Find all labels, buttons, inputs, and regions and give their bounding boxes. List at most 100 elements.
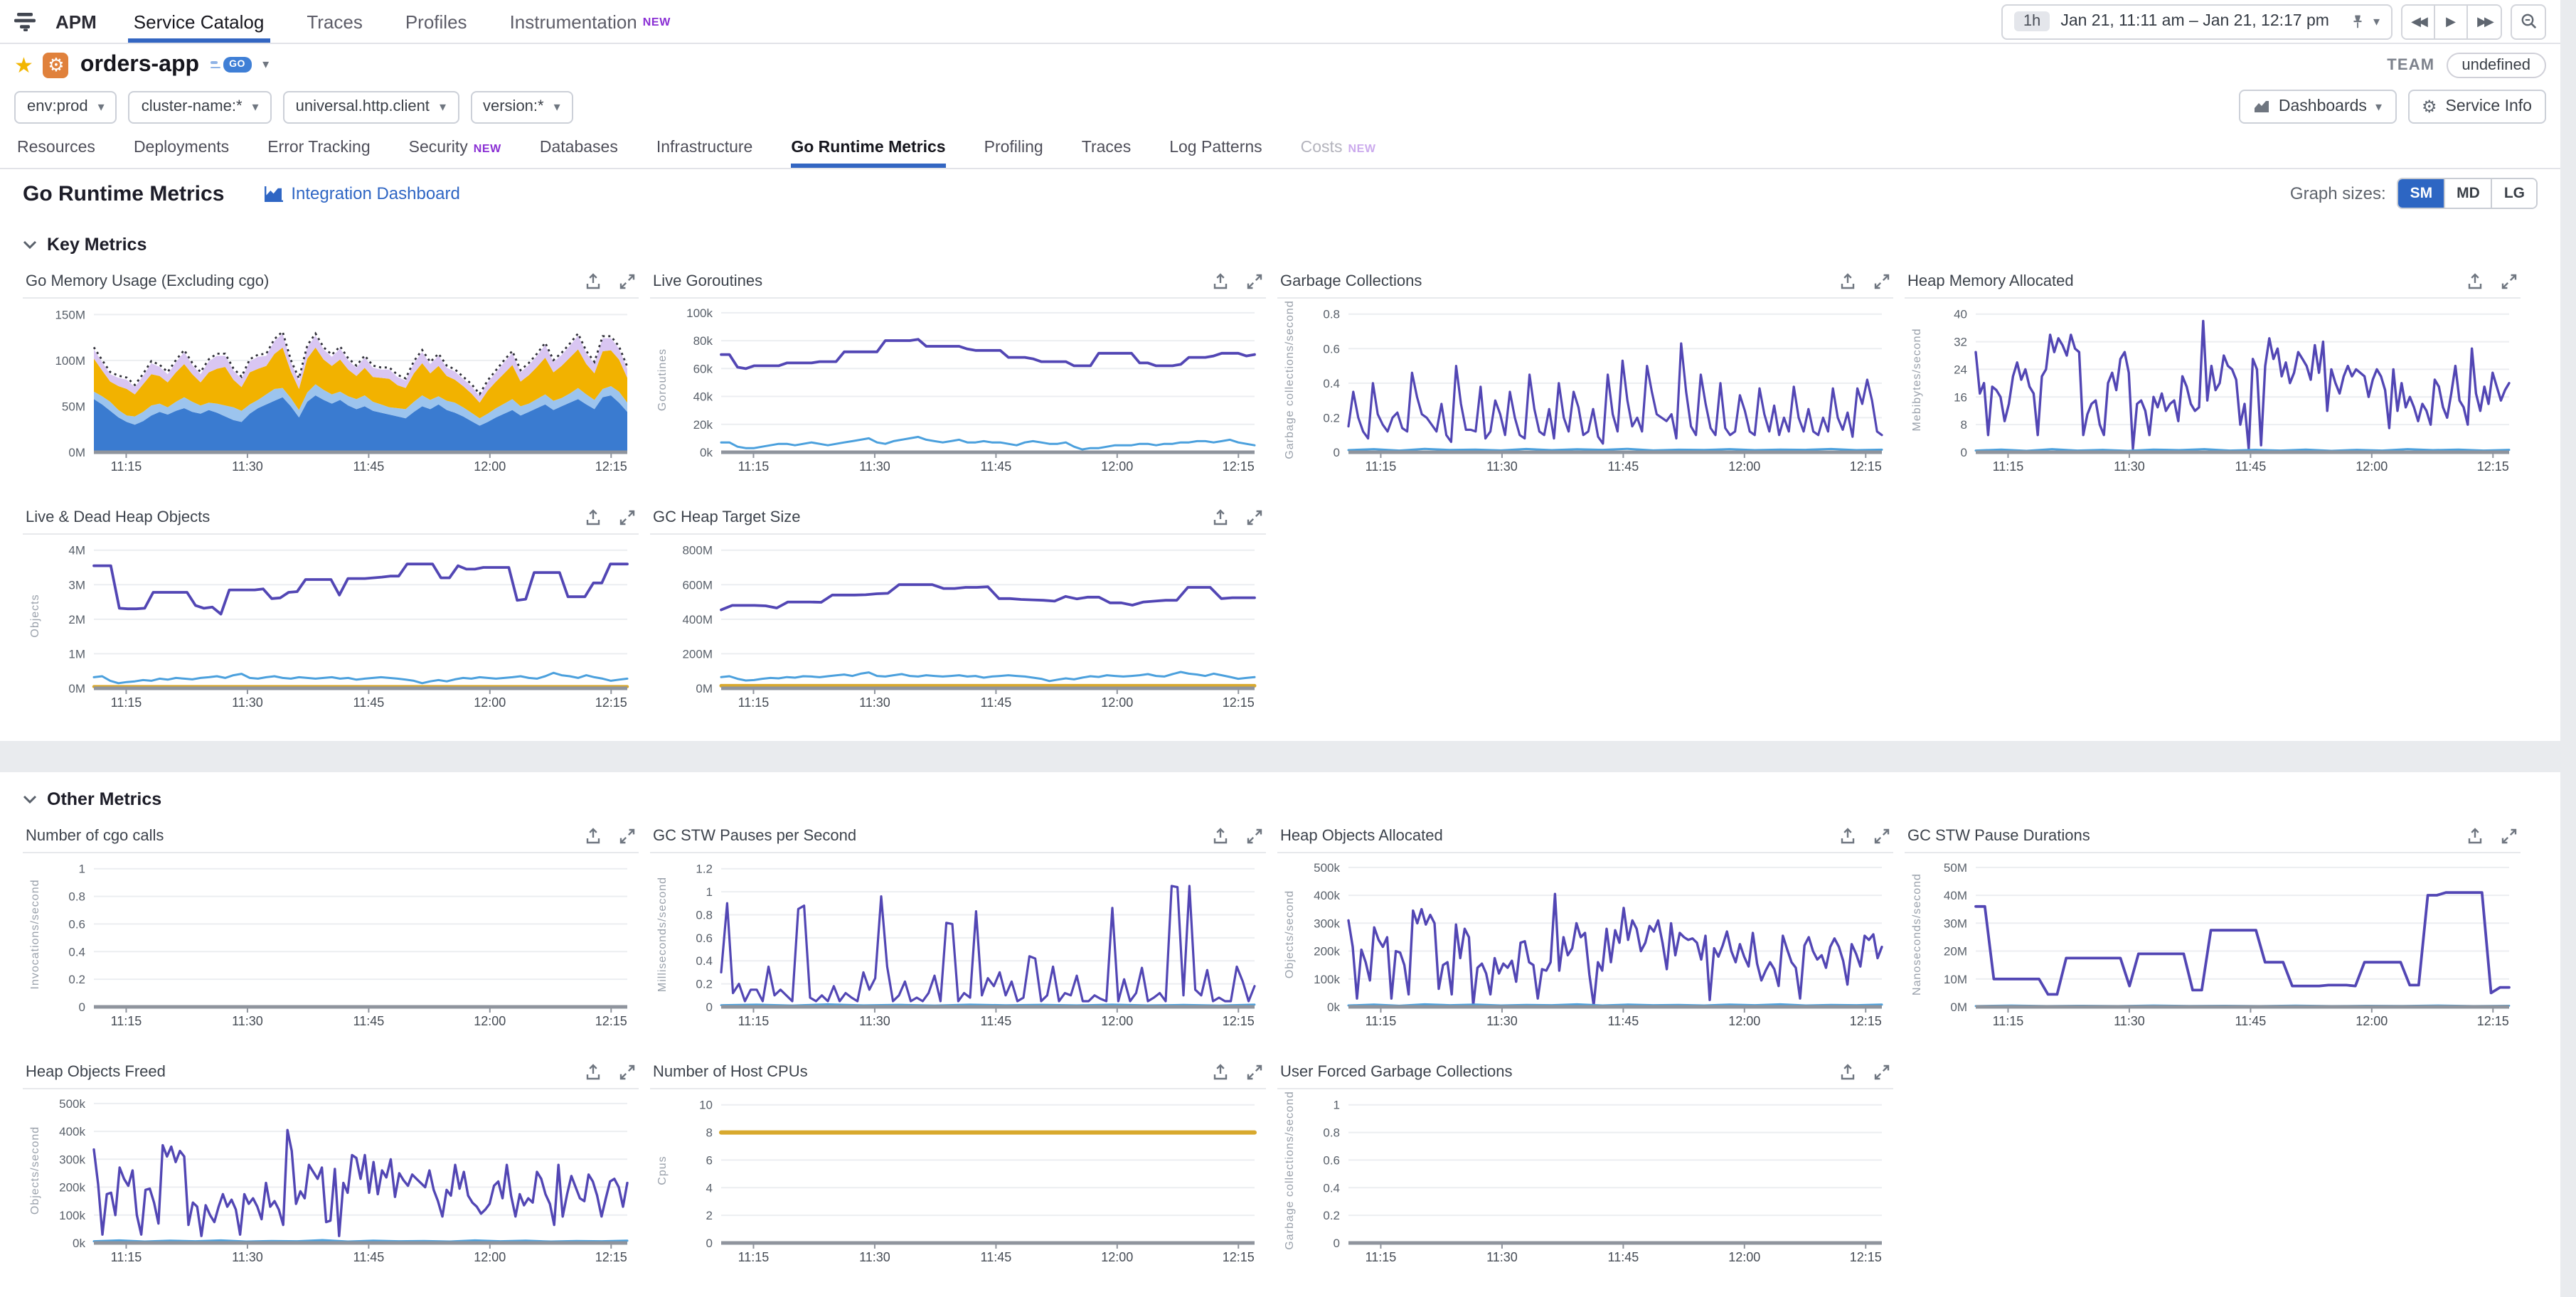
tab-deployments[interactable]: Deployments — [133, 139, 230, 156]
expand-icon[interactable] — [2501, 273, 2518, 290]
svg-text:12:00: 12:00 — [1101, 1250, 1133, 1264]
export-icon[interactable] — [2466, 273, 2484, 290]
tab-databases[interactable]: Databases — [539, 139, 618, 156]
export-icon[interactable] — [1212, 828, 1229, 845]
svg-text:11:45: 11:45 — [2235, 459, 2267, 474]
expand-icon[interactable] — [2501, 828, 2518, 845]
tab-go-runtime-metrics[interactable]: Go Runtime Metrics — [791, 128, 946, 168]
expand-icon[interactable] — [1246, 509, 1263, 526]
integration-dashboard-link[interactable]: Integration Dashboard — [264, 183, 460, 203]
graph-size-lg[interactable]: LG — [2491, 179, 2536, 208]
top-nav-tab-instrumentation[interactable]: Instrumentation NEW — [509, 11, 671, 32]
chart-card-live-dead-heap-objects: Live & Dead Heap Objects 0M 1M 2M 3M 4M Object… — [23, 502, 639, 730]
graph-size-toggle: SM MD LG — [2397, 178, 2538, 209]
expand-icon[interactable] — [619, 828, 636, 845]
export-icon[interactable] — [1212, 1064, 1229, 1081]
pin-icon[interactable] — [2351, 14, 2366, 29]
chart-plot[interactable]: 0 2 4 6 8 10 Cpus 11:15 11:30 11:45 12:00 12:15 — [650, 1089, 1266, 1277]
export-icon[interactable] — [585, 828, 602, 845]
expand-icon[interactable] — [619, 273, 636, 290]
graph-size-md[interactable]: MD — [2444, 179, 2491, 208]
export-icon[interactable] — [1212, 509, 1229, 526]
filter-pill-version-[interactable]: version:* ▾ — [470, 90, 573, 123]
svg-text:11:30: 11:30 — [2114, 459, 2145, 474]
tab-log-patterns[interactable]: Log Patterns — [1169, 139, 1262, 156]
filter-pill-env-prod[interactable]: env:prod ▾ — [14, 90, 117, 123]
dashboards-button[interactable]: Dashboards ▾ — [2238, 90, 2396, 124]
svg-text:11:15: 11:15 — [1993, 1014, 2024, 1028]
top-nav-tab-profiles[interactable]: Profiles — [405, 11, 467, 32]
top-nav-tab-service-catalog[interactable]: Service Catalog — [127, 0, 270, 43]
top-nav-tab-traces[interactable]: Traces — [307, 11, 363, 32]
tab-traces[interactable]: Traces — [1081, 139, 1132, 156]
tab-security[interactable]: Security NEW — [408, 139, 501, 156]
chart-plot[interactable]: 0M 10M 20M 30M 40M 50M Nanoseconds/second 11:15… — [1905, 853, 2521, 1041]
chart-plot[interactable]: 0k 100k 200k 300k 400k 500k Objects/second 11:1… — [23, 1089, 639, 1277]
tab-infrastructure[interactable]: Infrastructure — [656, 139, 753, 156]
graph-size-sm[interactable]: SM — [2398, 179, 2444, 208]
svg-text:0.2: 0.2 — [1323, 411, 1340, 425]
svg-text:12:15: 12:15 — [2477, 459, 2509, 474]
service-chevron-down-icon[interactable]: ▾ — [262, 57, 270, 71]
expand-icon[interactable] — [1246, 1064, 1263, 1081]
svg-text:1: 1 — [79, 863, 85, 876]
svg-text:0M: 0M — [68, 682, 85, 695]
team-value-pill[interactable]: undefined — [2446, 52, 2546, 78]
other-metrics-header[interactable]: Other Metrics — [23, 781, 2538, 818]
zoom-out-button[interactable] — [2511, 4, 2546, 39]
chart-plot[interactable]: 0 0.2 0.4 0.6 0.8 1 Garbage collections/second… — [1277, 1089, 1893, 1277]
time-range-chip[interactable]: 1h — [2014, 11, 2050, 31]
svg-text:1.2: 1.2 — [696, 863, 713, 876]
export-icon[interactable] — [1839, 273, 1856, 290]
products-menu-icon[interactable] — [14, 12, 38, 31]
expand-icon[interactable] — [1873, 1064, 1890, 1081]
expand-icon[interactable] — [619, 1064, 636, 1081]
svg-text:12:15: 12:15 — [1223, 459, 1255, 474]
time-play-button[interactable]: ▶ — [2435, 5, 2468, 38]
chart-card-garbage-collections: Garbage Collections 0 0.2 0.4 0.6 0.8 Garbage … — [1277, 266, 1893, 493]
expand-icon[interactable] — [1873, 273, 1890, 290]
export-icon[interactable] — [585, 509, 602, 526]
tab-resources[interactable]: Resources — [17, 139, 95, 156]
export-icon[interactable] — [585, 273, 602, 290]
tab-costs[interactable]: Costs NEW — [1300, 139, 1376, 156]
chart-plot[interactable]: 0 0.2 0.4 0.6 0.8 1 1.2 Milliseconds/second 11:1… — [650, 853, 1266, 1041]
favorite-star-icon[interactable]: ★ — [14, 53, 33, 78]
filter-pill-universal-http-client[interactable]: universal.http.client ▾ — [282, 90, 459, 123]
svg-text:Invocations/second: Invocations/second — [29, 880, 41, 990]
time-range-selector[interactable]: 1h Jan 21, 11:11 am – Jan 21, 12:17 pm ▾ — [2001, 4, 2393, 39]
svg-text:24: 24 — [1954, 363, 1967, 376]
svg-text:200k: 200k — [59, 1181, 85, 1195]
expand-icon[interactable] — [1246, 273, 1263, 290]
chart-plot[interactable]: 0 8 16 24 32 40 Mebibytes/second 11:15 11:30 11:4… — [1905, 299, 2521, 486]
export-icon[interactable] — [1839, 828, 1856, 845]
svg-text:3M: 3M — [68, 578, 85, 592]
export-icon[interactable] — [1212, 273, 1229, 290]
export-icon[interactable] — [2466, 828, 2484, 845]
chart-plot[interactable]: 0 0.2 0.4 0.6 0.8 1 Invocations/second 11:15 11:… — [23, 853, 639, 1041]
expand-icon[interactable] — [1246, 828, 1263, 845]
chart-plot[interactable]: 0M 1M 2M 3M 4M Objects 11:15 11:30 11:45 12:00 12:… — [23, 535, 639, 722]
expand-icon[interactable] — [619, 509, 636, 526]
time-forward-button[interactable]: ▶▶ — [2468, 5, 2501, 38]
tab-profiling[interactable]: Profiling — [984, 139, 1043, 156]
chart-plot[interactable]: 0M 50M 100M 150M 11:15 11:30 11:45 12:00 12:15 — [23, 299, 639, 486]
key-metrics-header[interactable]: Key Metrics — [23, 226, 2538, 263]
tab-error-tracking[interactable]: Error Tracking — [267, 139, 371, 156]
chart-plot[interactable]: 0 0.2 0.4 0.6 0.8 Garbage collections/second 1… — [1277, 299, 1893, 486]
export-icon[interactable] — [1839, 1064, 1856, 1081]
export-icon[interactable] — [585, 1064, 602, 1081]
chart-card-number-of-host-cpus: Number of Host CPUs 0 2 4 6 8 10 Cpus 11:15 11:30… — [650, 1057, 1266, 1284]
expand-icon[interactable] — [1873, 828, 1890, 845]
time-back-button[interactable]: ◀◀ — [2402, 5, 2435, 38]
chart-plot[interactable]: 0k 20k 40k 60k 80k 100k Goroutines 11:15 11:30 11… — [650, 299, 1266, 486]
svg-text:40M: 40M — [1944, 889, 1967, 902]
service-info-button[interactable]: ⚙ Service Info — [2407, 90, 2546, 124]
svg-text:11:15: 11:15 — [1366, 1014, 1397, 1028]
chart-plot[interactable]: 0M 200M 400M 600M 800M 11:15 11:30 11:45 12:00 12… — [650, 535, 1266, 722]
chart-plot[interactable]: 0k 100k 200k 300k 400k 500k Objects/second 11:1… — [1277, 853, 1893, 1041]
svg-text:12:15: 12:15 — [1850, 459, 1882, 474]
svg-text:400M: 400M — [682, 613, 713, 626]
filter-pill-cluster-name-[interactable]: cluster-name:* ▾ — [128, 90, 272, 123]
chevron-down-icon[interactable]: ▾ — [2373, 14, 2380, 28]
